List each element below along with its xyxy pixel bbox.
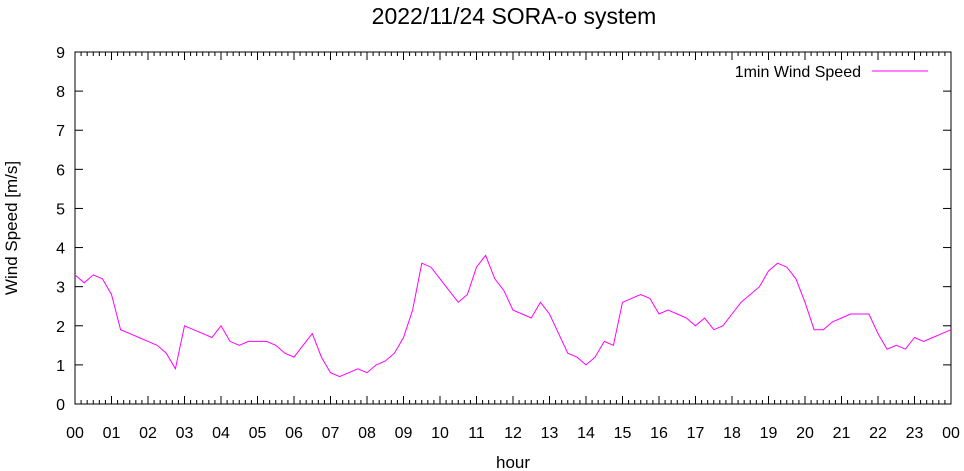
x-tick-label: 04: [212, 425, 230, 442]
x-tick-label: 19: [760, 425, 778, 442]
y-tick-label: 7: [56, 123, 65, 140]
x-tick-label: 03: [176, 425, 194, 442]
y-tick-label: 5: [56, 201, 65, 218]
x-tick-label: 22: [869, 425, 887, 442]
y-axis-label: Wind Speed [m/s]: [2, 161, 21, 295]
x-tick-label: 15: [614, 425, 632, 442]
series-line-0: [74, 254, 952, 378]
x-tick-label: 06: [285, 425, 303, 442]
x-tick-label: 00: [66, 425, 84, 442]
legend-label: 1min Wind Speed: [735, 64, 861, 81]
y-tick-label: 3: [56, 280, 65, 297]
x-tick-label: 11: [468, 425, 485, 442]
x-tick-label: 23: [906, 425, 924, 442]
x-tick-label: 10: [431, 425, 449, 442]
x-tick-label: 14: [577, 425, 595, 442]
x-tick-label: 18: [723, 425, 741, 442]
y-axis: 0 1 2 3 4 5 6 7 8 9: [56, 45, 951, 414]
x-tick-label: 13: [541, 425, 559, 442]
y-tick-label: 9: [56, 45, 65, 62]
x-tick-label: 08: [358, 425, 376, 442]
y-tick-label: 2: [56, 319, 65, 336]
y-tick-label: 8: [56, 84, 65, 101]
x-tick-label: 01: [103, 425, 121, 442]
x-tick-label: 17: [687, 425, 705, 442]
x-tick-label: 00: [942, 425, 960, 442]
x-tick-label: 05: [249, 425, 267, 442]
y-tick-label: 4: [56, 241, 65, 258]
x-axis: 00 01 02 03 04 05 06 07 08 09 10 11 12 13 14 15 16 17 18 19…: [66, 52, 960, 442]
x-axis-label: hour: [496, 453, 530, 471]
x-tick-label: 16: [650, 425, 668, 442]
x-tick-label: 09: [395, 425, 413, 442]
chart-title: 2022/11/24 SORA-o system: [372, 3, 657, 29]
y-tick-label: 1: [56, 358, 65, 375]
x-tick-label: 07: [322, 425, 340, 442]
y-tick-label: 6: [56, 162, 65, 179]
x-tick-label: 02: [139, 425, 157, 442]
legend: 1min Wind Speed: [735, 64, 928, 81]
y-tick-label: 0: [56, 397, 65, 414]
series-layer: [74, 254, 952, 378]
x-tick-label: 21: [833, 425, 851, 442]
x-tick-label: 20: [796, 425, 814, 442]
plot-frame: [74, 51, 952, 405]
x-tick-label: 12: [504, 425, 522, 442]
